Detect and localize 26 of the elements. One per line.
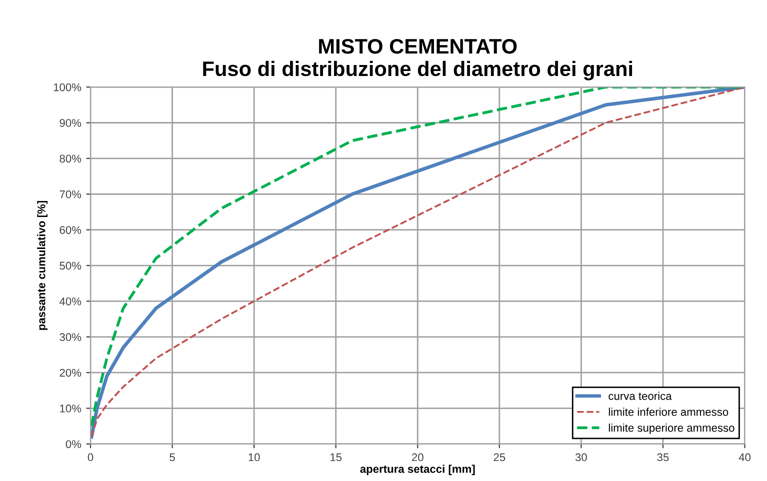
x-tick-label: 35 — [657, 453, 669, 462]
x-axis-title: apertura setacci [mm] — [360, 464, 475, 476]
legend-label: limite inferiore ammesso — [608, 408, 728, 416]
x-tick-label: 20 — [412, 453, 424, 462]
y-tick-label: 0% — [66, 440, 82, 448]
y-tick-label: 60% — [60, 226, 82, 234]
y-tick-label: 40% — [59, 297, 82, 306]
legend-label: curva teorica — [608, 392, 672, 400]
x-tick-label: 15 — [330, 453, 342, 462]
x-tick-label: 5 — [170, 453, 175, 462]
y-tick-label: 10% — [60, 404, 82, 412]
x-tick-label: 0 — [88, 453, 94, 462]
x-tick-label: 10 — [248, 453, 260, 462]
y-tick-label: 80% — [60, 154, 82, 163]
y-tick-label: 90% — [60, 119, 82, 127]
y-tick-label: 30% — [60, 333, 82, 342]
y-tick-label: 100% — [54, 83, 82, 92]
chart-title: MISTO CEMENTATO Fuso di distribuzione del diametro dei grani — [203, 38, 632, 80]
y-tick-label: 20% — [60, 368, 82, 377]
y-tick-label: 50% — [60, 262, 82, 270]
legend-label: limite superiore ammesso — [608, 424, 734, 434]
x-tick-label: 25 — [494, 453, 506, 462]
y-tick-label: 70% — [60, 190, 82, 198]
x-tick-label: 30 — [575, 453, 587, 462]
x-tick-label: 40 — [738, 453, 750, 462]
y-axis-title: passante cumulativo [%] — [37, 200, 48, 330]
